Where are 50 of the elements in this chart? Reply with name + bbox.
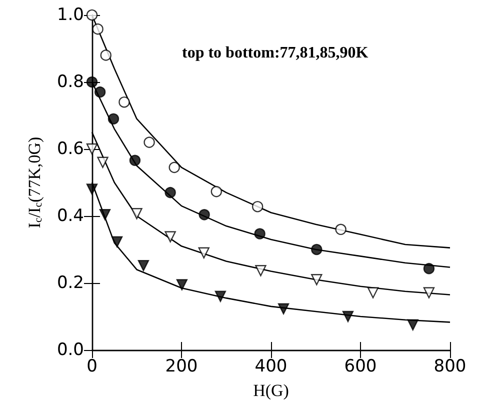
point bbox=[198, 209, 210, 220]
point bbox=[118, 96, 130, 108]
point bbox=[311, 244, 322, 256]
point bbox=[97, 156, 108, 168]
y-axis-title: Ic/Ic(77K,0G) bbox=[25, 136, 44, 228]
x-tick-label: 800 bbox=[434, 356, 466, 376]
point bbox=[176, 279, 188, 290]
point bbox=[252, 201, 264, 212]
y-tick-label: 0.2 bbox=[56, 273, 84, 293]
point bbox=[423, 262, 435, 274]
point bbox=[367, 287, 379, 298]
y-tick-label: 0.6 bbox=[56, 139, 84, 159]
y-tick-label: 0.4 bbox=[56, 206, 84, 226]
point bbox=[423, 287, 435, 298]
x-tick-label: 0 bbox=[86, 356, 98, 376]
point bbox=[144, 136, 155, 148]
x-tick-label: 200 bbox=[165, 356, 198, 376]
x-tick-label: 600 bbox=[344, 356, 377, 376]
point bbox=[255, 265, 266, 276]
point bbox=[111, 236, 123, 248]
point bbox=[86, 143, 98, 155]
y-tick-label: 1.0 bbox=[56, 5, 84, 25]
point bbox=[342, 310, 354, 322]
point bbox=[108, 113, 120, 124]
point bbox=[214, 290, 226, 302]
point bbox=[86, 76, 98, 88]
point bbox=[129, 154, 141, 166]
point bbox=[254, 228, 266, 240]
y-tick-label: 0.0 bbox=[56, 340, 84, 360]
point bbox=[138, 260, 150, 272]
point bbox=[278, 303, 290, 314]
point bbox=[86, 184, 98, 195]
point bbox=[100, 50, 112, 61]
point bbox=[168, 162, 180, 174]
y-tick-label: 0.8 bbox=[56, 72, 84, 92]
point bbox=[92, 23, 104, 35]
point bbox=[86, 9, 98, 21]
point bbox=[164, 231, 176, 242]
point bbox=[198, 247, 210, 258]
annotation: top to bottom:77,81,85,90K bbox=[182, 44, 369, 62]
point bbox=[99, 209, 111, 220]
point bbox=[94, 86, 106, 98]
point bbox=[164, 186, 176, 198]
point bbox=[335, 224, 346, 235]
x-tick-label: 400 bbox=[254, 356, 288, 376]
point bbox=[407, 319, 418, 330]
point bbox=[311, 274, 322, 286]
x-axis-title: H(G) bbox=[253, 381, 289, 400]
point bbox=[210, 186, 222, 198]
point bbox=[131, 208, 142, 220]
